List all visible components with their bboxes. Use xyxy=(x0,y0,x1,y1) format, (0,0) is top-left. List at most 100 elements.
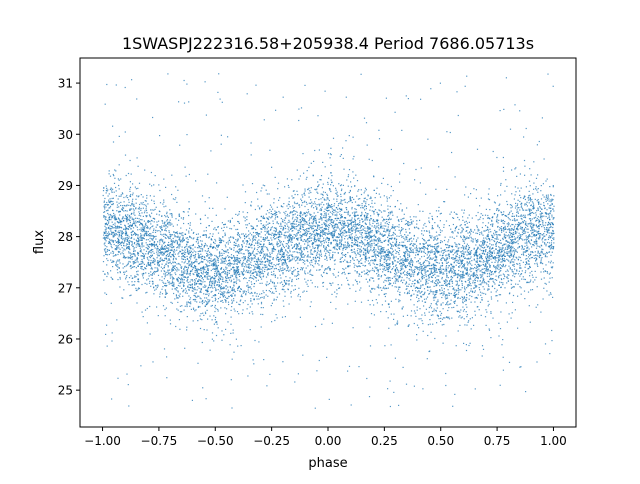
data-point xyxy=(172,268,174,271)
data-point xyxy=(225,271,227,273)
data-point xyxy=(551,251,553,253)
data-point xyxy=(436,216,438,218)
data-point xyxy=(399,263,401,265)
data-point xyxy=(261,272,263,274)
data-point xyxy=(346,277,348,279)
data-point xyxy=(506,235,508,237)
data-point xyxy=(198,275,200,277)
data-point xyxy=(159,135,161,137)
data-point xyxy=(307,212,309,214)
data-point xyxy=(315,221,317,223)
data-point xyxy=(128,214,131,217)
data-point xyxy=(330,216,332,218)
data-point xyxy=(307,231,309,233)
data-point xyxy=(504,225,506,227)
data-point xyxy=(303,232,306,234)
data-point xyxy=(341,238,343,240)
data-point xyxy=(398,299,400,301)
data-point xyxy=(369,227,372,229)
data-point xyxy=(324,217,326,219)
data-point xyxy=(469,276,471,278)
data-point xyxy=(462,270,464,272)
data-point xyxy=(541,220,543,222)
data-point xyxy=(112,188,114,190)
data-point xyxy=(354,223,356,225)
data-point xyxy=(131,284,133,286)
data-point xyxy=(258,246,261,248)
data-point xyxy=(194,260,196,263)
data-point xyxy=(294,269,296,271)
data-point xyxy=(107,195,109,197)
data-point xyxy=(126,236,128,239)
data-point xyxy=(125,228,127,230)
data-point xyxy=(161,240,163,242)
data-point xyxy=(535,247,538,249)
data-point xyxy=(406,285,408,287)
data-point xyxy=(280,236,282,238)
data-point xyxy=(318,149,320,151)
data-point xyxy=(167,226,169,228)
data-point xyxy=(545,264,547,266)
data-point xyxy=(482,239,484,241)
data-point xyxy=(354,264,356,266)
data-point xyxy=(472,268,474,270)
data-point xyxy=(133,220,135,222)
data-point xyxy=(142,207,144,209)
data-point xyxy=(234,281,236,283)
data-point xyxy=(191,283,193,285)
data-point xyxy=(486,254,488,256)
data-point xyxy=(364,239,366,241)
data-point xyxy=(285,262,287,264)
data-point xyxy=(487,289,489,291)
data-point xyxy=(339,210,341,212)
data-point xyxy=(143,256,145,258)
data-point xyxy=(482,222,484,224)
data-point xyxy=(353,262,355,265)
data-point xyxy=(222,295,224,297)
data-point xyxy=(136,98,138,100)
data-point xyxy=(294,213,296,215)
data-point xyxy=(520,226,522,228)
data-point xyxy=(392,214,394,216)
data-point xyxy=(232,266,234,269)
data-point xyxy=(136,242,138,244)
data-point xyxy=(459,297,461,299)
data-point xyxy=(416,266,418,268)
data-point xyxy=(245,236,247,238)
data-point xyxy=(292,236,294,238)
data-point xyxy=(127,172,130,175)
data-point xyxy=(534,235,536,237)
data-point xyxy=(199,306,201,308)
data-point xyxy=(474,279,476,281)
data-point xyxy=(407,291,409,293)
data-point xyxy=(497,266,499,268)
data-point xyxy=(407,221,409,223)
data-point xyxy=(110,259,112,261)
data-point xyxy=(299,258,301,261)
data-point xyxy=(266,253,268,255)
data-point xyxy=(220,255,222,257)
data-point xyxy=(340,241,342,243)
data-point xyxy=(356,211,358,213)
data-point xyxy=(139,228,141,231)
data-point xyxy=(525,258,527,260)
data-point xyxy=(310,253,312,255)
data-point xyxy=(495,243,497,245)
data-point xyxy=(206,250,208,252)
data-point xyxy=(110,243,112,246)
data-point xyxy=(546,199,549,201)
data-point xyxy=(389,252,391,254)
data-point xyxy=(131,225,133,227)
data-point xyxy=(252,226,254,228)
data-point xyxy=(256,272,258,275)
data-point xyxy=(248,265,250,267)
data-point xyxy=(386,254,388,256)
data-point xyxy=(461,255,463,257)
data-point xyxy=(301,259,303,261)
data-point xyxy=(529,275,531,277)
data-point xyxy=(173,292,175,295)
data-point xyxy=(203,301,205,303)
data-point xyxy=(112,240,114,242)
data-point xyxy=(176,267,178,269)
data-point xyxy=(536,255,538,257)
